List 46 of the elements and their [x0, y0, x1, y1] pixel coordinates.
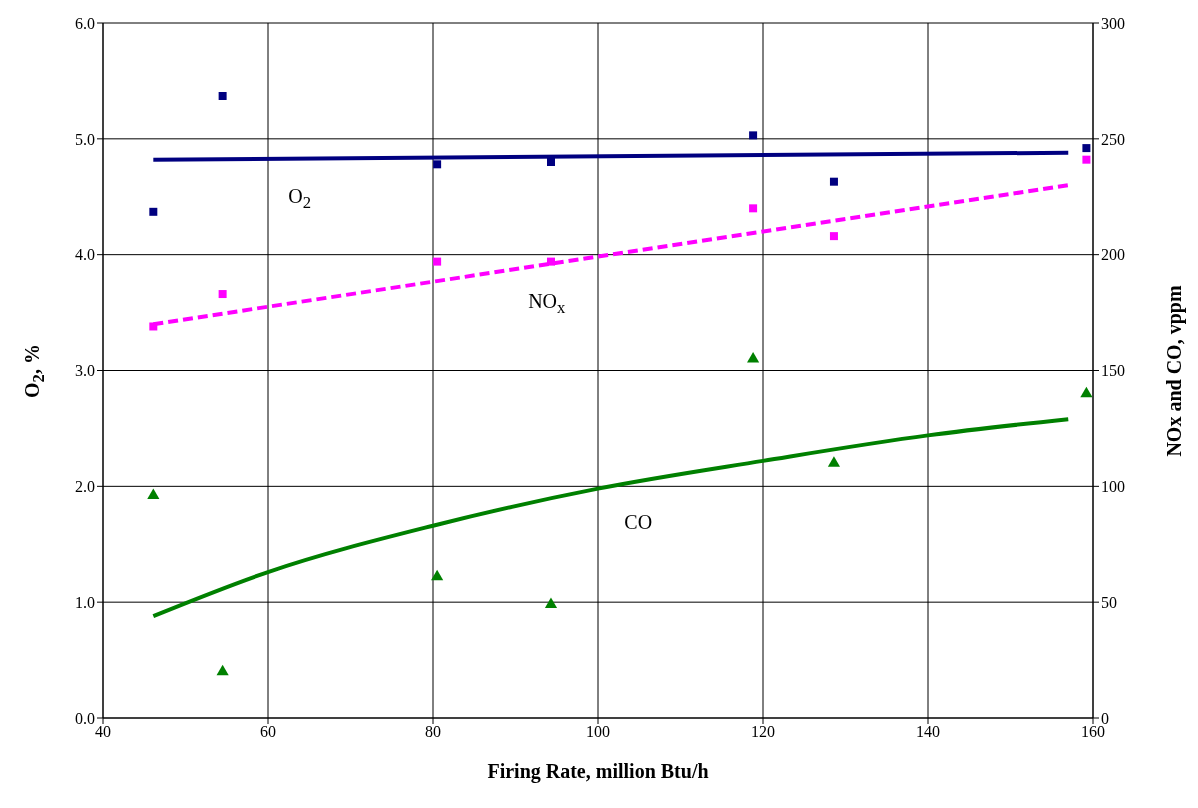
x-tick-label: 140: [916, 723, 940, 741]
point: [546, 257, 555, 266]
x-tick-label: 60: [260, 723, 276, 741]
point: [544, 597, 558, 608]
point: [1080, 386, 1093, 398]
y-tick-label: 2.0: [75, 478, 95, 496]
point: [149, 322, 158, 331]
y-tick-label: 3.0: [75, 362, 95, 380]
point: [747, 351, 760, 363]
y2-tick-label: 50: [1101, 593, 1117, 611]
series-label: O$_{2}$: [288, 184, 312, 213]
point: [149, 207, 158, 216]
point: [827, 456, 841, 467]
point: [1082, 155, 1091, 164]
y-tick-label: 1.0: [75, 593, 95, 611]
point: [147, 488, 160, 500]
point: [749, 204, 758, 213]
y-tick-label: 5.0: [75, 130, 95, 148]
series-label: CO: [624, 510, 653, 534]
point: [433, 257, 442, 266]
point: [829, 232, 838, 241]
point: [431, 569, 444, 581]
point: [433, 160, 442, 169]
point: [218, 91, 227, 100]
point: [546, 158, 555, 166]
y2-tick-label: 100: [1101, 478, 1125, 496]
point: [749, 131, 758, 140]
y2-axis-title: NOx and CO, vppm: [1162, 284, 1186, 457]
y-tick-label: 6.0: [75, 14, 95, 32]
y2-tick-label: 250: [1101, 130, 1125, 148]
point: [1082, 144, 1091, 153]
y2-tick-label: 300: [1101, 14, 1125, 32]
point: [216, 664, 229, 676]
y2-tick-label: 200: [1101, 246, 1125, 264]
x-tick-label: 100: [586, 723, 610, 741]
point: [829, 177, 838, 186]
x-tick-label: 120: [751, 723, 775, 741]
y-tick-label: 0.0: [75, 709, 95, 727]
x-axis-title: Firing Rate, million Btu/h: [486, 760, 710, 783]
point: [218, 290, 227, 299]
x-tick-label: 40: [95, 723, 111, 741]
series-label: NO$_{x}$: [528, 290, 566, 319]
line-series: [151, 417, 1071, 619]
x-tick-label: 80: [425, 723, 441, 741]
y-tick-label: 4.0: [75, 246, 95, 264]
y2-tick-label: 150: [1101, 362, 1125, 380]
